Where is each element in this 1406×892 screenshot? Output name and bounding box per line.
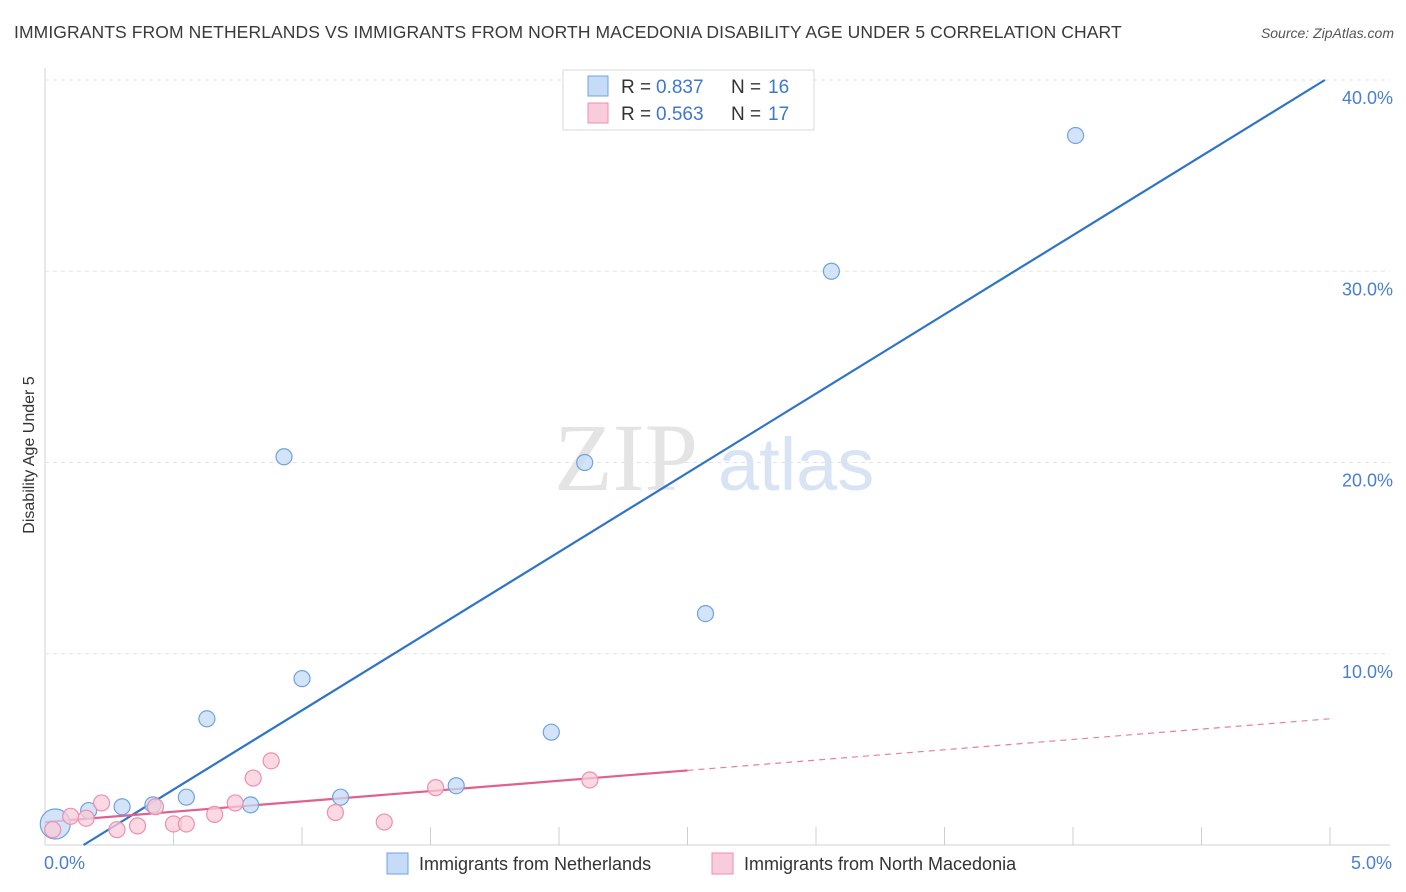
- x-tick-label-min: 0.0%: [44, 853, 85, 873]
- watermark-zip: ZIP: [554, 404, 698, 511]
- point-netherlands: [331, 788, 350, 806]
- legend-swatch-netherlands: [587, 75, 609, 97]
- point-netherlands: [447, 777, 465, 795]
- point-macedonia: [226, 794, 244, 812]
- trend-line-macedonia-extension: [687, 718, 1331, 772]
- legend-bottom: Immigrants from Netherlands Immigrants f…: [386, 852, 1017, 875]
- point-macedonia: [206, 805, 224, 824]
- point-netherlands: [242, 796, 260, 814]
- y-axis-label: Disability Age Under 5: [21, 376, 38, 534]
- point-netherlands: [542, 723, 560, 741]
- point-macedonia: [581, 771, 599, 789]
- point-netherlands: [177, 788, 195, 806]
- legend-bottom-label-macedonia: Immigrants from North Macedonia: [744, 854, 1017, 874]
- legend-r-value-1: 0.837: [656, 77, 704, 98]
- legend-r-value-2: 0.563: [656, 104, 704, 125]
- legend-r-label-1: R =: [621, 77, 651, 98]
- point-netherlands: [293, 670, 311, 688]
- legend-n-value-2: 17: [768, 104, 789, 125]
- point-macedonia: [427, 779, 445, 797]
- point-netherlands: [198, 710, 216, 728]
- legend-bottom-swatch-macedonia: [711, 852, 734, 875]
- data-points: [39, 126, 1085, 840]
- point-netherlands: [822, 262, 841, 280]
- point-netherlands: [576, 453, 594, 472]
- point-macedonia: [108, 821, 126, 839]
- y-tick-label-20: 20.0%: [1342, 471, 1393, 491]
- point-macedonia: [177, 815, 195, 833]
- point-macedonia: [62, 807, 80, 825]
- point-macedonia: [244, 769, 262, 787]
- legend-n-label-1: N =: [731, 77, 761, 98]
- point-macedonia: [375, 813, 393, 831]
- source-label: Source: ZipAtlas.com: [1260, 25, 1394, 41]
- chart-title: IMMIGRANTS FROM NETHERLANDS VS IMMIGRANT…: [14, 22, 1122, 42]
- y-tick-label-10: 10.0%: [1342, 662, 1393, 682]
- x-tick-label-max: 5.0%: [1351, 853, 1392, 873]
- gridlines: [45, 79, 1390, 655]
- y-tick-label-40: 40.0%: [1342, 88, 1393, 108]
- trend-line-netherlands: [82, 79, 1326, 846]
- point-macedonia: [262, 752, 280, 770]
- legend-n-label-2: N =: [731, 104, 761, 125]
- x-ticks: [173, 827, 1331, 845]
- point-netherlands: [113, 798, 131, 816]
- point-macedonia: [128, 817, 147, 835]
- legend-n-value-1: 16: [768, 77, 789, 98]
- legend-top: R = 0.837 N = 16 R = 0.563 N = 17: [562, 69, 815, 131]
- y-tick-labels: 10.0% 20.0% 30.0% 40.0%: [1342, 88, 1393, 682]
- watermark-atlas: atlas: [718, 423, 874, 506]
- legend-bottom-swatch-netherlands: [386, 852, 409, 875]
- legend-bottom-label-netherlands: Immigrants from Netherlands: [419, 854, 651, 874]
- point-macedonia: [92, 794, 111, 812]
- legend-r-label-2: R =: [621, 104, 651, 125]
- point-netherlands: [275, 448, 293, 466]
- point-netherlands: [1066, 126, 1085, 145]
- point-netherlands: [696, 604, 715, 623]
- y-tick-label-30: 30.0%: [1342, 279, 1393, 299]
- point-macedonia: [44, 821, 62, 839]
- point-macedonia: [146, 798, 165, 816]
- point-macedonia: [326, 803, 345, 822]
- legend-swatch-macedonia: [587, 102, 609, 124]
- point-macedonia: [77, 809, 95, 827]
